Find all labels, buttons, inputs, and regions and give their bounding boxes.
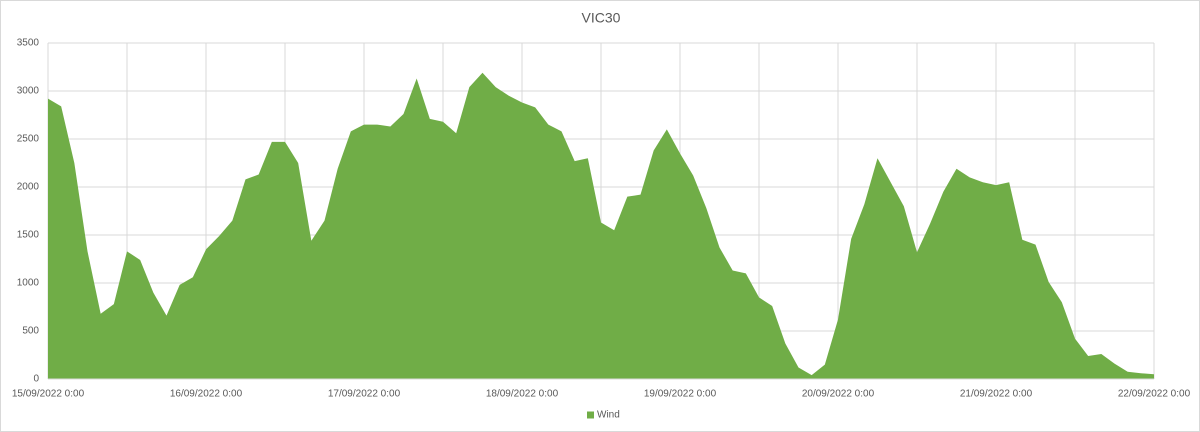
x-tick-label: 17/09/2022 0:00 — [328, 389, 401, 400]
x-tick-label: 21/09/2022 0:00 — [960, 389, 1033, 400]
x-tick-label: 19/09/2022 0:00 — [644, 389, 717, 400]
y-tick-label: 2500 — [17, 134, 40, 145]
y-tick-label: 1500 — [17, 230, 40, 241]
y-tick-label: 0 — [33, 374, 39, 385]
y-tick-label: 500 — [22, 326, 39, 337]
x-tick-label: 20/09/2022 0:00 — [802, 389, 875, 400]
y-tick-label: 3500 — [17, 38, 40, 49]
area — [48, 72, 1154, 379]
chart-title: VIC30 — [582, 10, 621, 26]
x-tick-label: 22/09/2022 0:00 — [1118, 389, 1191, 400]
x-tick-label: 15/09/2022 0:00 — [12, 389, 85, 400]
legend-label: Wind — [597, 410, 620, 421]
x-tick-label: 16/09/2022 0:00 — [170, 389, 243, 400]
y-tick-label: 2000 — [17, 182, 40, 193]
x-tick-label: 18/09/2022 0:00 — [486, 389, 559, 400]
y-tick-label: 1000 — [17, 278, 40, 289]
y-tick-label: 3000 — [17, 86, 40, 97]
legend-swatch — [587, 411, 594, 419]
